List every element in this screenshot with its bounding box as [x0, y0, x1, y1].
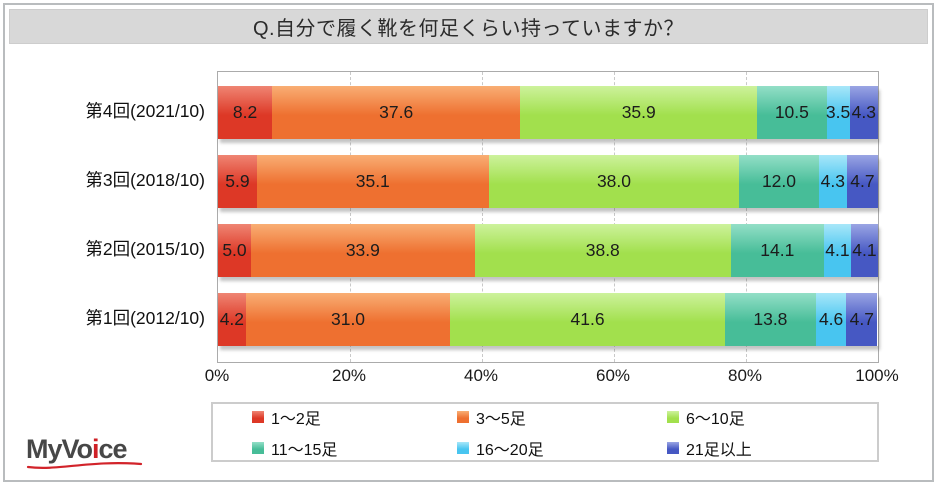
- bar-segment: 5.9: [218, 155, 257, 208]
- segment-value-label: 12.0: [761, 171, 797, 191]
- segment-value-label: 3.5: [825, 102, 851, 122]
- segment-value-label: 13.8: [753, 309, 788, 329]
- segment-value-label: 31.0: [330, 309, 366, 329]
- bar-segment: 38.8: [474, 224, 731, 277]
- bar-segment: 4.1: [823, 224, 851, 277]
- x-tick-label: 0%: [204, 366, 230, 385]
- bar-segment: 8.2: [218, 86, 273, 139]
- legend-item: 21足以上: [667, 436, 869, 460]
- segment-value-label: 4.2: [219, 309, 245, 329]
- stacked-bar: 5.0 33.9 38.8 14.1 4.1 4.1: [218, 224, 878, 277]
- stacked-bar: 8.2 37.6 35.9 10.5 3.5 4.3: [218, 86, 878, 139]
- x-tick-label: 100%: [855, 366, 899, 385]
- stacked-bar: 4.2 31.0 41.6 13.8 4.6 4.7: [218, 293, 878, 346]
- gridline: [746, 72, 747, 362]
- x-tick-label: 40%: [463, 366, 499, 385]
- bar-segment: 4.6: [815, 293, 847, 346]
- bar-segment: 35.9: [520, 86, 758, 139]
- x-tick-label: 20%: [331, 366, 367, 385]
- legend-label: 16～20足: [476, 441, 544, 459]
- segment-value-label: 4.7: [849, 309, 874, 329]
- bar-segment: 4.7: [846, 293, 878, 346]
- logo-suffix: ce: [98, 434, 128, 464]
- legend-label: 3～5足: [476, 410, 526, 428]
- segment-value-label: 14.1: [760, 240, 795, 260]
- bar-segment: 12.0: [739, 155, 819, 208]
- bar-segment: 14.1: [730, 224, 824, 277]
- segment-value-label: 38.8: [585, 240, 620, 260]
- category-label: 第3回(2018/10): [85, 170, 205, 190]
- x-axis-ticks: 0% 20% 40% 60% 80% 100%: [205, 366, 899, 390]
- bar-segment: 41.6: [450, 293, 725, 346]
- segment-value-label: 8.2: [232, 102, 258, 122]
- legend-item: 6～10足: [667, 405, 869, 429]
- segment-value-label: 41.6: [570, 309, 605, 329]
- gridline: [350, 72, 351, 362]
- chart-title: Q.自分で履く靴を何足くらい持っていますか？: [9, 9, 928, 44]
- bar-segment: 5.0: [218, 224, 251, 277]
- logo-prefix: MyVo: [26, 434, 93, 464]
- plot-area: 8.2 37.6 35.9 10.5 3.5 4.3 5.9 35.1 38.0 12.0 4.3 4…: [217, 71, 879, 363]
- legend-item: 1～2足: [252, 405, 457, 429]
- legend-marker: [252, 441, 264, 454]
- category-label: 第2回(2015/10): [85, 239, 205, 259]
- legend-label: 11～15足: [271, 441, 338, 459]
- segment-value-label: 38.0: [596, 171, 632, 191]
- logo-swoosh-icon: [26, 462, 143, 469]
- legend-item: 16～20足: [457, 436, 667, 460]
- segment-value-label: 35.9: [621, 102, 656, 122]
- bar-segment: 13.8: [724, 293, 816, 346]
- bar-segment: 37.6: [272, 86, 521, 139]
- legend-marker: [667, 441, 679, 454]
- legend-marker: [252, 410, 264, 423]
- bar-segment: 4.3: [818, 155, 847, 208]
- legend-item: 11～15足: [252, 436, 457, 460]
- segment-value-label: 4.1: [825, 240, 850, 260]
- category-label: 第1回(2012/10): [85, 308, 205, 328]
- segment-value-label: 4.6: [818, 309, 844, 329]
- stacked-bar: 5.9 35.1 38.0 12.0 4.3 4.7: [218, 155, 878, 208]
- segment-value-label: 4.7: [850, 171, 875, 191]
- chart-card: Q.自分で履く靴を何足くらい持っていますか？ 8.2 37.6 35.9 10.5 3.…: [3, 3, 934, 482]
- bar-segment: 4.7: [846, 155, 878, 208]
- myvoice-logo: MyVoice: [26, 435, 146, 471]
- legend-label: 6～10足: [686, 410, 745, 428]
- segment-value-label: 4.3: [851, 102, 876, 122]
- legend-marker: [667, 410, 679, 423]
- x-tick-label: 80%: [727, 366, 763, 385]
- legend: 1～2足 3～5足 6～10足 11～15足 16～20足 21足以上: [211, 402, 879, 462]
- segment-value-label: 33.9: [345, 240, 380, 260]
- bar-segment: 4.1: [850, 224, 878, 277]
- logo-text: MyVoice: [26, 435, 146, 463]
- legend-label: 21足以上: [686, 441, 752, 459]
- bar-segment: 4.3: [849, 86, 878, 139]
- segment-value-label: 35.1: [355, 171, 390, 191]
- bar-segment: 10.5: [757, 86, 827, 139]
- bar-segment: 38.0: [488, 155, 740, 208]
- segment-value-label: 5.0: [222, 240, 247, 260]
- legend-marker: [457, 410, 469, 423]
- category-labels: 第4回(2021/10) 第3回(2018/10) 第2回(2015/10) 第1回(…: [5, 71, 205, 361]
- legend-marker: [457, 441, 469, 454]
- legend-item: 3～5足: [457, 405, 667, 429]
- segment-value-label: 4.1: [852, 240, 877, 260]
- gridline: [482, 72, 483, 362]
- segment-value-label: 4.3: [820, 171, 845, 191]
- bar-segment: 31.0: [245, 293, 451, 346]
- bar-segment: 33.9: [251, 224, 475, 277]
- x-tick-label: 60%: [595, 366, 631, 385]
- logo-i: i: [92, 434, 99, 464]
- bar-segment: 3.5: [825, 86, 851, 139]
- segment-value-label: 37.6: [379, 102, 414, 122]
- legend-label: 1～2足: [271, 410, 321, 428]
- gridline: [614, 72, 615, 362]
- bar-segment: 4.2: [218, 293, 246, 346]
- category-label: 第4回(2021/10): [85, 101, 205, 121]
- bar-segment: 35.1: [256, 155, 489, 208]
- segment-value-label: 5.9: [225, 171, 250, 191]
- segment-value-label: 10.5: [774, 102, 809, 122]
